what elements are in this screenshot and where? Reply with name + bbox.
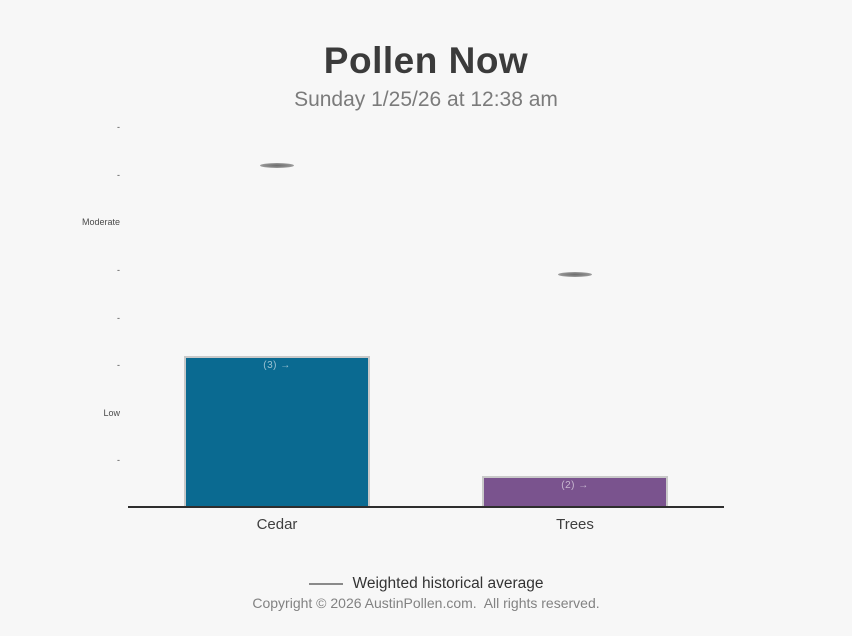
- bar-value-label-trees[interactable]: (2) →: [561, 480, 589, 491]
- historical-average-marker-cedar: [260, 162, 294, 168]
- y-axis-tick-5: -: [117, 265, 120, 275]
- report-datetime: Sunday 1/25/26 at 12:38 am: [294, 88, 558, 111]
- bar-value-label-cedar[interactable]: (3) →: [263, 360, 291, 371]
- historical-average-marker-trees: [558, 272, 592, 278]
- x-axis-line: [128, 506, 724, 508]
- y-axis-tick-3: -: [117, 360, 120, 371]
- y-axis-tick-8: -: [117, 122, 120, 133]
- page-title: Pollen Now: [323, 40, 529, 81]
- bar-cedar[interactable]: (3) →: [184, 356, 370, 508]
- x-axis-label-cedar: Cedar: [256, 516, 298, 533]
- y-axis-tick-7: -: [117, 169, 120, 180]
- y-axis-tick-4: -: [117, 312, 120, 323]
- y-axis-tick-6: Moderate: [81, 217, 120, 228]
- x-axis-label-trees: Trees: [556, 516, 594, 533]
- historical-average-line-swatch: [308, 583, 343, 585]
- bar-trees[interactable]: (2) →: [482, 476, 668, 508]
- chart-legend: Weighted historical average: [0, 574, 852, 594]
- copyright-notice: Copyright © 2026 AustinPollen.com. All r…: [252, 595, 600, 611]
- y-axis-tick-1: -: [117, 455, 120, 466]
- y-axis-tick-2: Low: [103, 407, 120, 418]
- legend-label: Weighted historical average: [352, 575, 544, 592]
